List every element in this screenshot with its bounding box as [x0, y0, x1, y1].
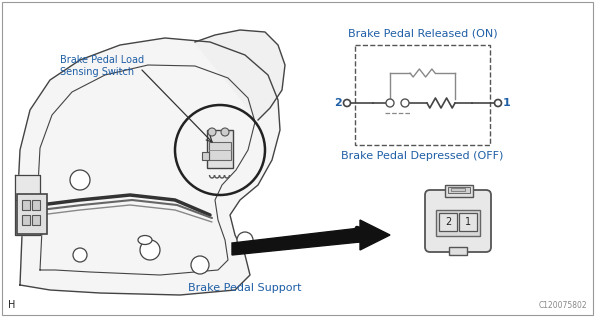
FancyBboxPatch shape: [17, 194, 47, 234]
Text: Brake Pedal Depressed (OFF): Brake Pedal Depressed (OFF): [342, 151, 504, 161]
Text: Brake Pedal Support: Brake Pedal Support: [188, 283, 302, 293]
Text: H: H: [8, 300, 15, 310]
Circle shape: [401, 99, 409, 107]
Circle shape: [70, 170, 90, 190]
Bar: [202, 152, 209, 160]
Circle shape: [191, 256, 209, 274]
Circle shape: [237, 232, 253, 248]
Bar: [459, 213, 477, 231]
Circle shape: [494, 100, 502, 107]
Bar: [436, 210, 480, 236]
Circle shape: [221, 128, 229, 136]
Bar: [449, 247, 467, 255]
Text: 1: 1: [503, 98, 511, 108]
Text: Brake Pedal Load
Sensing Switch: Brake Pedal Load Sensing Switch: [60, 55, 144, 77]
Ellipse shape: [138, 236, 152, 244]
Bar: [32, 200, 40, 210]
Polygon shape: [195, 30, 285, 120]
Circle shape: [73, 248, 87, 262]
Bar: [355, 45, 490, 145]
Text: 1: 1: [465, 217, 471, 227]
Polygon shape: [18, 38, 280, 295]
Circle shape: [343, 100, 350, 107]
Bar: [22, 200, 30, 210]
Text: 2: 2: [334, 98, 342, 108]
Bar: [22, 215, 30, 225]
Text: Brake Pedal Released (ON): Brake Pedal Released (ON): [347, 29, 497, 39]
Bar: [445, 185, 473, 197]
Bar: [439, 213, 457, 231]
Bar: [207, 130, 233, 168]
Bar: [32, 215, 40, 225]
Polygon shape: [15, 175, 40, 235]
Polygon shape: [232, 220, 390, 255]
Circle shape: [208, 128, 216, 136]
Circle shape: [386, 99, 394, 107]
Bar: [209, 142, 231, 160]
Text: C120075802: C120075802: [538, 301, 587, 310]
Bar: [451, 188, 465, 191]
Text: 2: 2: [445, 217, 451, 227]
FancyBboxPatch shape: [425, 190, 491, 252]
Circle shape: [140, 240, 160, 260]
Bar: [448, 187, 470, 193]
